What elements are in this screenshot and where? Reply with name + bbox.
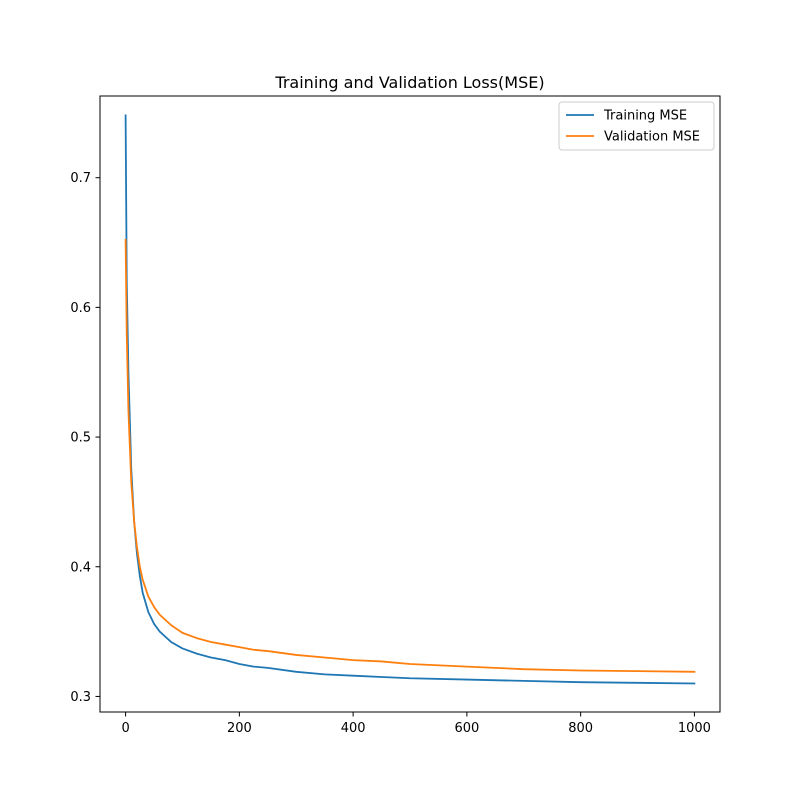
series-line-validation-mse: [124, 239, 696, 673]
legend: Training MSE Validation MSE: [558, 101, 715, 151]
x-tick-label: 600: [454, 721, 479, 736]
axes-frame: [99, 95, 721, 713]
plot-area: [124, 114, 696, 685]
y-tick-label: 0.7: [70, 171, 91, 186]
y-tick-label: 0.3: [70, 690, 91, 705]
x-tick-label: 400: [341, 721, 366, 736]
legend-box: [558, 101, 715, 151]
x-tick-label: 200: [227, 721, 252, 736]
axes: 0 200 400 600 800 1000 0.3 0.4 0.5 0.6 0.7: [70, 95, 721, 736]
y-tick-label: 0.4: [70, 560, 91, 575]
legend-entry-label: Training MSE: [603, 109, 687, 124]
series-line-training-mse: [124, 114, 696, 685]
x-tick-label: 0: [121, 721, 129, 736]
y-tick-label: 0.5: [70, 431, 91, 446]
y-tick-label: 0.6: [70, 301, 91, 316]
x-tick-label: 1000: [678, 721, 711, 736]
x-tick-label: 800: [568, 721, 593, 736]
legend-entry-label: Validation MSE: [604, 130, 700, 145]
chart-title: Training and Validation Loss(MSE): [274, 73, 544, 92]
